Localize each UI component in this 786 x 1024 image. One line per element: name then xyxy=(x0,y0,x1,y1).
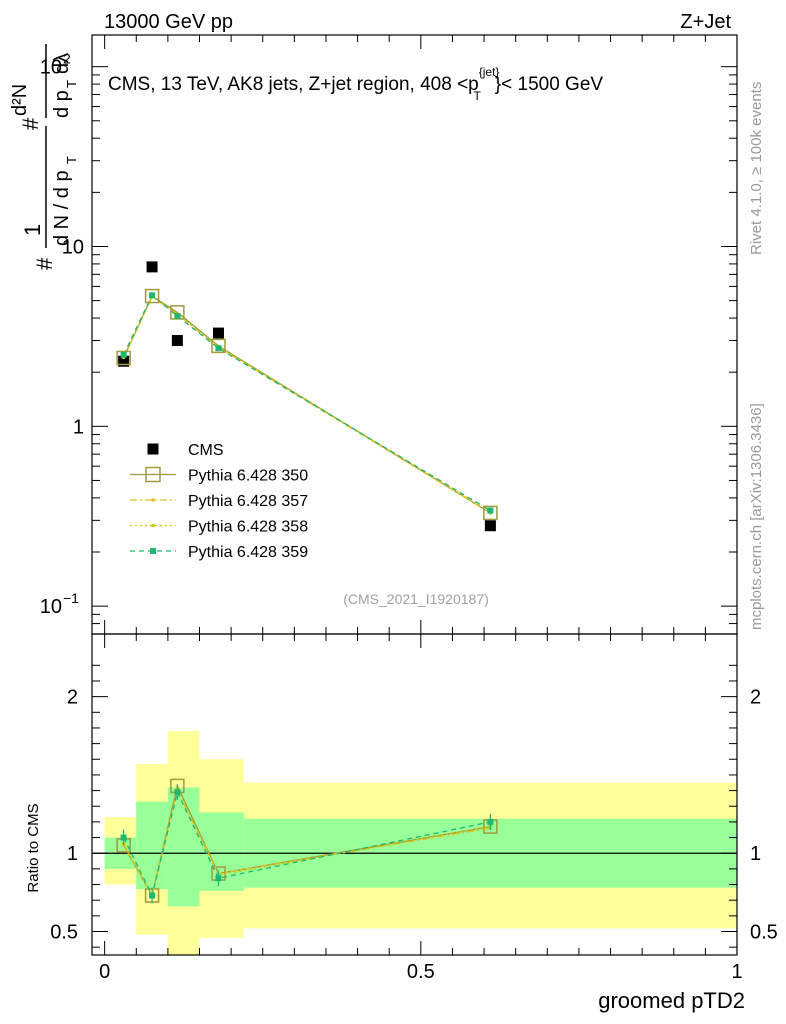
top-ylabel-one: 1 xyxy=(20,224,45,236)
ratio-y-tick-label: 1 xyxy=(67,843,78,865)
legend-marker xyxy=(145,466,161,483)
legend-label: Pythia 6.428 350 xyxy=(188,468,308,485)
mc-small-square-point xyxy=(149,292,156,299)
legend-marker xyxy=(151,523,155,528)
x-axis-label: groomed pTD2 xyxy=(598,988,745,1013)
ratio-panel-frame xyxy=(91,633,738,956)
plot-title-sup: {jet} xyxy=(479,65,500,79)
ratio-panel-series xyxy=(116,778,498,904)
mc-small-square-point xyxy=(120,351,127,358)
plot-title: CMS, 13 TeV, AK8 jets, Z+jet region, 408… xyxy=(108,65,603,103)
top-y-tick-label: 10 xyxy=(62,236,84,258)
header-right-label: Z+Jet xyxy=(680,11,731,33)
top-y-tick-label: 1 xyxy=(73,416,84,438)
legend-label: CMS xyxy=(188,442,224,459)
legend: CMS Pythia 6.428 350 Pythia 6.428 357 Pythi… xyxy=(130,442,308,561)
rivet-version-label: Rivet 4.1.0, ≥ 100k events xyxy=(748,82,765,255)
legend-marker xyxy=(150,548,156,554)
ratio-small-square-point xyxy=(149,892,156,899)
top-ylabel-denominator: d N / d p xyxy=(51,170,73,246)
legend-marker xyxy=(151,498,155,502)
series-line xyxy=(123,294,491,512)
ratio-y-tick-label-right: 2 xyxy=(750,687,761,709)
mc-open-square-point xyxy=(483,505,498,521)
legend-marker xyxy=(147,443,159,455)
ratio-small-square-point xyxy=(215,875,222,882)
ratio-panel-axes: 0 0.5 1 2 2 1 1 0.5 0.5 xyxy=(50,633,778,983)
x-tick-label: 1 xyxy=(731,961,742,983)
green-band-bin xyxy=(199,812,244,891)
x-tick-label: 0 xyxy=(99,961,110,983)
source-label: mcplots.cern.ch [arXiv:1306.3436] xyxy=(748,403,765,630)
mc-open-square-point xyxy=(144,288,160,304)
top-ylabel-dlambda: dλ xyxy=(51,53,73,74)
top-ylabel-numerator: d²N xyxy=(9,84,31,116)
mc-small-square-point xyxy=(487,507,494,514)
ratio-series-line xyxy=(123,787,491,898)
header-left-label: 13000 GeV pp xyxy=(104,11,233,33)
ratio-small-square-point xyxy=(120,834,127,841)
ratio-ylabel: Ratio to CMS xyxy=(25,803,42,892)
ratio-small-square-point xyxy=(487,818,494,825)
ratio-y-tick-label: 2 xyxy=(67,687,78,709)
top-ylabel-sub-t-2: T xyxy=(64,80,79,88)
top-panel-series xyxy=(116,261,498,532)
ratio-y-tick-label-right: 1 xyxy=(750,843,761,865)
plot-title-sub: T xyxy=(473,89,481,103)
top-ylabel: # 1 d N / d p T # d²N d p T dλ xyxy=(9,44,79,270)
ratio-small-square-point xyxy=(174,789,181,796)
top-ylabel-hash-1: # xyxy=(32,257,57,270)
top-y-tick-exponent: 2 xyxy=(63,51,71,67)
mc-small-square-point xyxy=(174,313,181,320)
top-ylabel-hash-2: # xyxy=(18,117,43,130)
x-tick-label: 0.5 xyxy=(407,961,435,983)
legend-label: Pythia 6.428 357 xyxy=(188,493,308,510)
mc-open-square-point xyxy=(116,350,131,366)
green-band-bin xyxy=(136,801,168,890)
cms-data-point xyxy=(118,355,130,367)
legend-label: Pythia 6.428 359 xyxy=(188,544,308,561)
mc-open-square-point xyxy=(211,338,226,354)
top-ylabel-dpt: d p xyxy=(51,90,73,118)
top-y-tick-label: 10 xyxy=(40,596,62,618)
plot-title-prefix: CMS, 13 TeV, AK8 jets, Z+jet region, 408… xyxy=(108,74,479,95)
cms-data-point xyxy=(484,520,496,532)
cms-data-point xyxy=(171,335,183,347)
cms-data-point xyxy=(146,261,158,273)
top-y-tick-exponent: −1 xyxy=(63,590,79,606)
legend-label: Pythia 6.428 358 xyxy=(188,519,308,536)
cms-data-point xyxy=(212,327,224,339)
ratio-y-tick-label-right: 0.5 xyxy=(750,922,778,944)
top-ylabel-glyphs: # 1 d N / d p T # d²N d p T dλ xyxy=(9,44,79,270)
mc-small-square-point xyxy=(215,345,222,352)
analysis-tag: (CMS_2021_I1920187) xyxy=(343,591,489,607)
plot-title-suffix: }< 1500 GeV xyxy=(495,74,604,95)
ratio-y-tick-label: 0.5 xyxy=(50,922,78,944)
top-ylabel-sub-t-1: T xyxy=(64,156,79,164)
ratio-panel-bands xyxy=(92,731,737,955)
